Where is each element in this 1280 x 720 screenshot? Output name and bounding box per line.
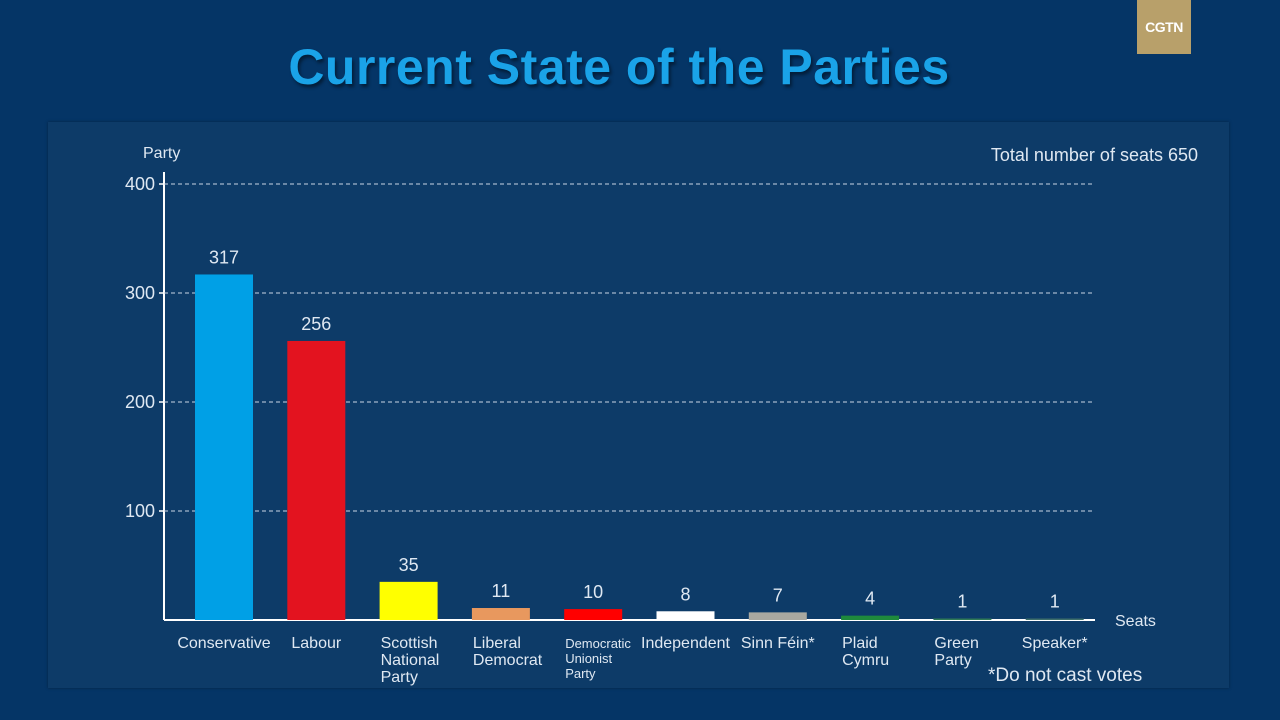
bar-value-label: 1	[957, 592, 967, 612]
category-label: Democratic Unionist Party	[565, 636, 631, 681]
bar-value-label: 4	[865, 589, 875, 609]
bar	[748, 612, 807, 620]
y-tick-label: 200	[125, 392, 155, 412]
category-label: Sinn Féin*	[741, 635, 815, 652]
category-label: Plaid Cymru	[842, 635, 889, 669]
category-label: Green Party	[934, 635, 978, 669]
cgtn-logo: CGTN	[1137, 0, 1191, 54]
bar	[656, 611, 715, 620]
bar-value-label: 256	[301, 314, 331, 334]
page-title: Current State of the Parties	[288, 39, 950, 95]
bar	[564, 609, 623, 620]
bar-value-label: 11	[492, 581, 511, 601]
category-label: Speaker*	[1022, 635, 1088, 652]
category-label: Independent	[641, 635, 731, 652]
y-tick-label: 400	[125, 174, 155, 194]
bar-value-label: 10	[583, 582, 603, 602]
bar-value-label: 1	[1050, 592, 1060, 612]
bar-value-label: 317	[209, 247, 239, 267]
bar	[195, 274, 253, 620]
y-axis-title: Party	[143, 145, 180, 162]
bar	[471, 608, 530, 620]
bar	[933, 618, 992, 620]
bar	[841, 615, 900, 620]
category-label: Labour	[291, 635, 341, 652]
total-seats-note: Total number of seats 650	[991, 145, 1198, 165]
y-tick-label: 300	[125, 283, 155, 303]
category-label: Scottish National Party	[381, 635, 440, 686]
bar	[287, 340, 346, 620]
bar-value-label: 8	[680, 584, 690, 604]
bar	[1025, 618, 1084, 620]
bar-value-label: 35	[399, 555, 419, 575]
bar	[379, 581, 438, 620]
y-tick-label: 100	[125, 501, 155, 521]
bar-value-label: 7	[773, 585, 783, 605]
footnote: *Do not cast votes	[988, 665, 1142, 686]
x-axis-title: Seats	[1115, 613, 1156, 630]
category-label: Conservative	[177, 635, 270, 652]
category-label: Liberal Democrat	[473, 635, 543, 669]
